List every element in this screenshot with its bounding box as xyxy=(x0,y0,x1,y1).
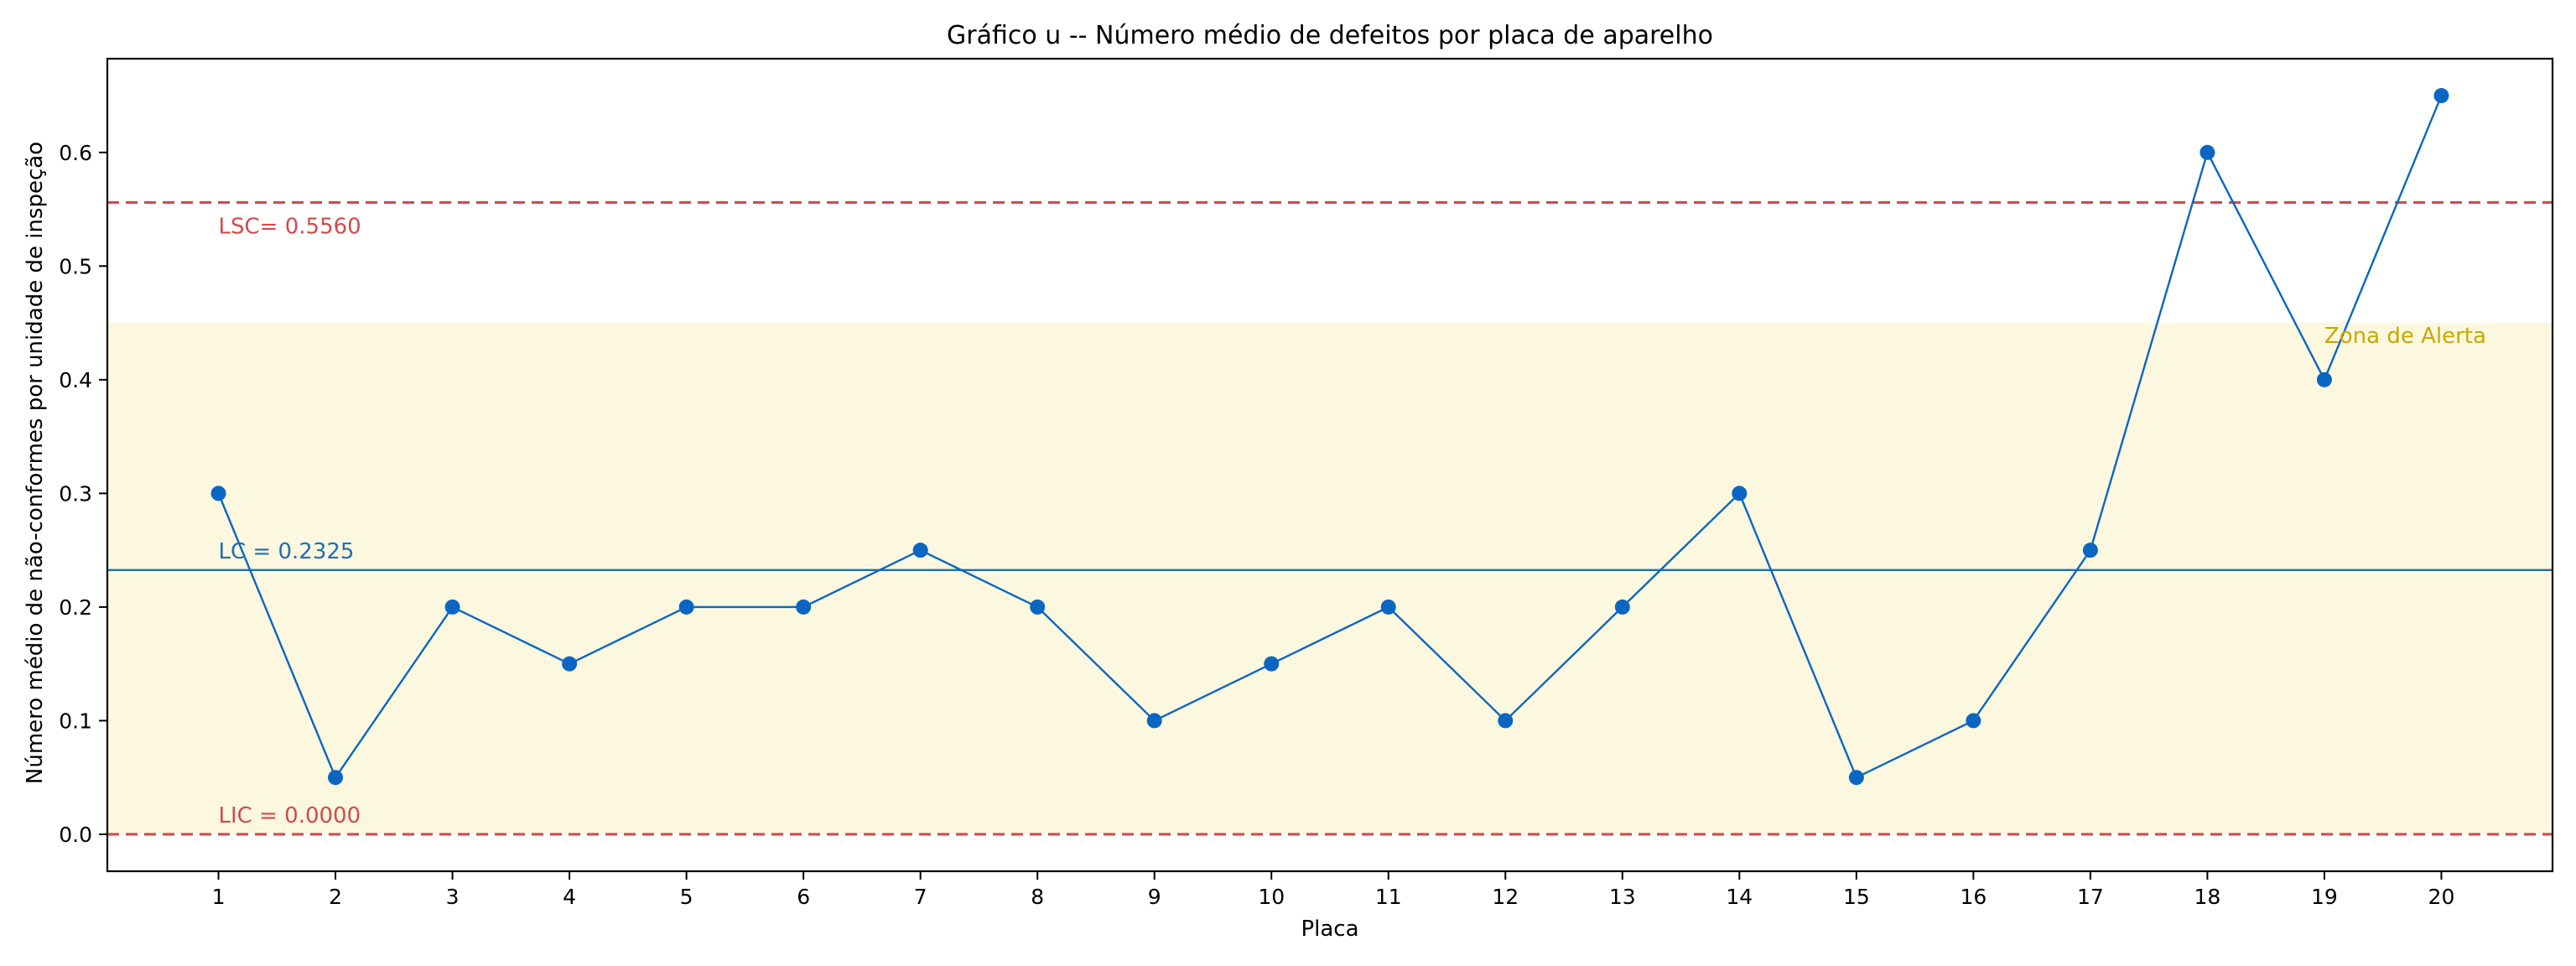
x-tick-label: 1 xyxy=(212,885,226,909)
plot-frame xyxy=(106,57,2554,873)
x-tick-label: 3 xyxy=(446,885,460,909)
data-point xyxy=(2433,88,2449,104)
x-tick-label: 9 xyxy=(1148,885,1161,909)
x-tick-label: 6 xyxy=(797,885,810,909)
data-point xyxy=(1264,656,1280,672)
data-point xyxy=(1380,599,1396,615)
axes-layer: 0.00.10.20.30.40.50.61 2 3 4 5 6 7 8 9 10 11 12 13 14… xyxy=(59,57,2554,909)
data-point xyxy=(1146,713,1162,729)
control-line-label-cl: LC = 0.2325 xyxy=(219,539,355,564)
x-tick-label: 14 xyxy=(1726,885,1753,909)
data-point xyxy=(1030,599,1046,615)
x-tick-label: 10 xyxy=(1258,885,1285,909)
data-point xyxy=(1614,599,1630,615)
data-point xyxy=(2199,144,2215,160)
data-point xyxy=(1498,713,1514,729)
x-tick-label: 20 xyxy=(2428,885,2455,909)
data-point xyxy=(2316,371,2332,387)
control-line-label-lcl: LIC = 0.0000 xyxy=(219,803,361,828)
y-axis-label: Número médio de não-conformes por unidad… xyxy=(23,142,48,784)
y-tick-label: 0.2 xyxy=(59,595,92,620)
alert-zone-band xyxy=(107,323,2553,834)
chart-title: Gráfico u -- Número médio de defeitos po… xyxy=(947,21,1713,50)
control-lines-layer xyxy=(107,200,2553,836)
series-line xyxy=(217,95,2443,779)
x-tick-label: 16 xyxy=(1960,885,1987,909)
x-tick-label: 12 xyxy=(1492,885,1519,909)
y-tick-label: 0.5 xyxy=(59,254,92,278)
x-tick-label: 7 xyxy=(914,885,927,909)
data-point xyxy=(328,770,344,786)
y-tick-label: 0.0 xyxy=(59,823,92,847)
x-tick-label: 19 xyxy=(2311,885,2338,909)
x-tick-label: 15 xyxy=(1843,885,1870,909)
control-line-label-ucl: LSC= 0.5560 xyxy=(219,214,361,239)
data-point xyxy=(678,599,694,615)
x-tick-label: 5 xyxy=(680,885,693,909)
x-tick-label: 2 xyxy=(329,885,342,909)
data-point xyxy=(562,656,578,672)
data-point xyxy=(912,543,928,558)
x-axis-label: Placa xyxy=(1301,917,1358,942)
data-point xyxy=(796,599,812,615)
annotations-layer: LSC= 0.5560 LC = 0.2325 LIC = 0.0000 Zona d… xyxy=(219,214,2486,828)
alert-zone-label: Zona de Alerta xyxy=(2324,324,2486,349)
x-tick-label: 11 xyxy=(1375,885,1402,909)
x-tick-label: 4 xyxy=(563,885,576,909)
x-tick-label: 13 xyxy=(1609,885,1636,909)
x-tick-label: 18 xyxy=(2194,885,2221,909)
data-point xyxy=(210,486,226,501)
data-point xyxy=(444,599,460,615)
series-layer xyxy=(210,88,2449,786)
y-tick-label: 0.6 xyxy=(59,141,92,165)
data-point xyxy=(2082,543,2098,558)
y-tick-label: 0.1 xyxy=(59,709,92,733)
y-tick-label: 0.3 xyxy=(59,481,92,506)
x-tick-label: 17 xyxy=(2077,885,2104,909)
x-tick-label: 8 xyxy=(1031,885,1044,909)
data-point xyxy=(1966,713,1981,729)
data-point xyxy=(1732,486,1748,501)
alert-zone-layer xyxy=(107,323,2553,834)
data-point xyxy=(1848,770,1864,786)
y-tick-label: 0.4 xyxy=(59,368,92,392)
